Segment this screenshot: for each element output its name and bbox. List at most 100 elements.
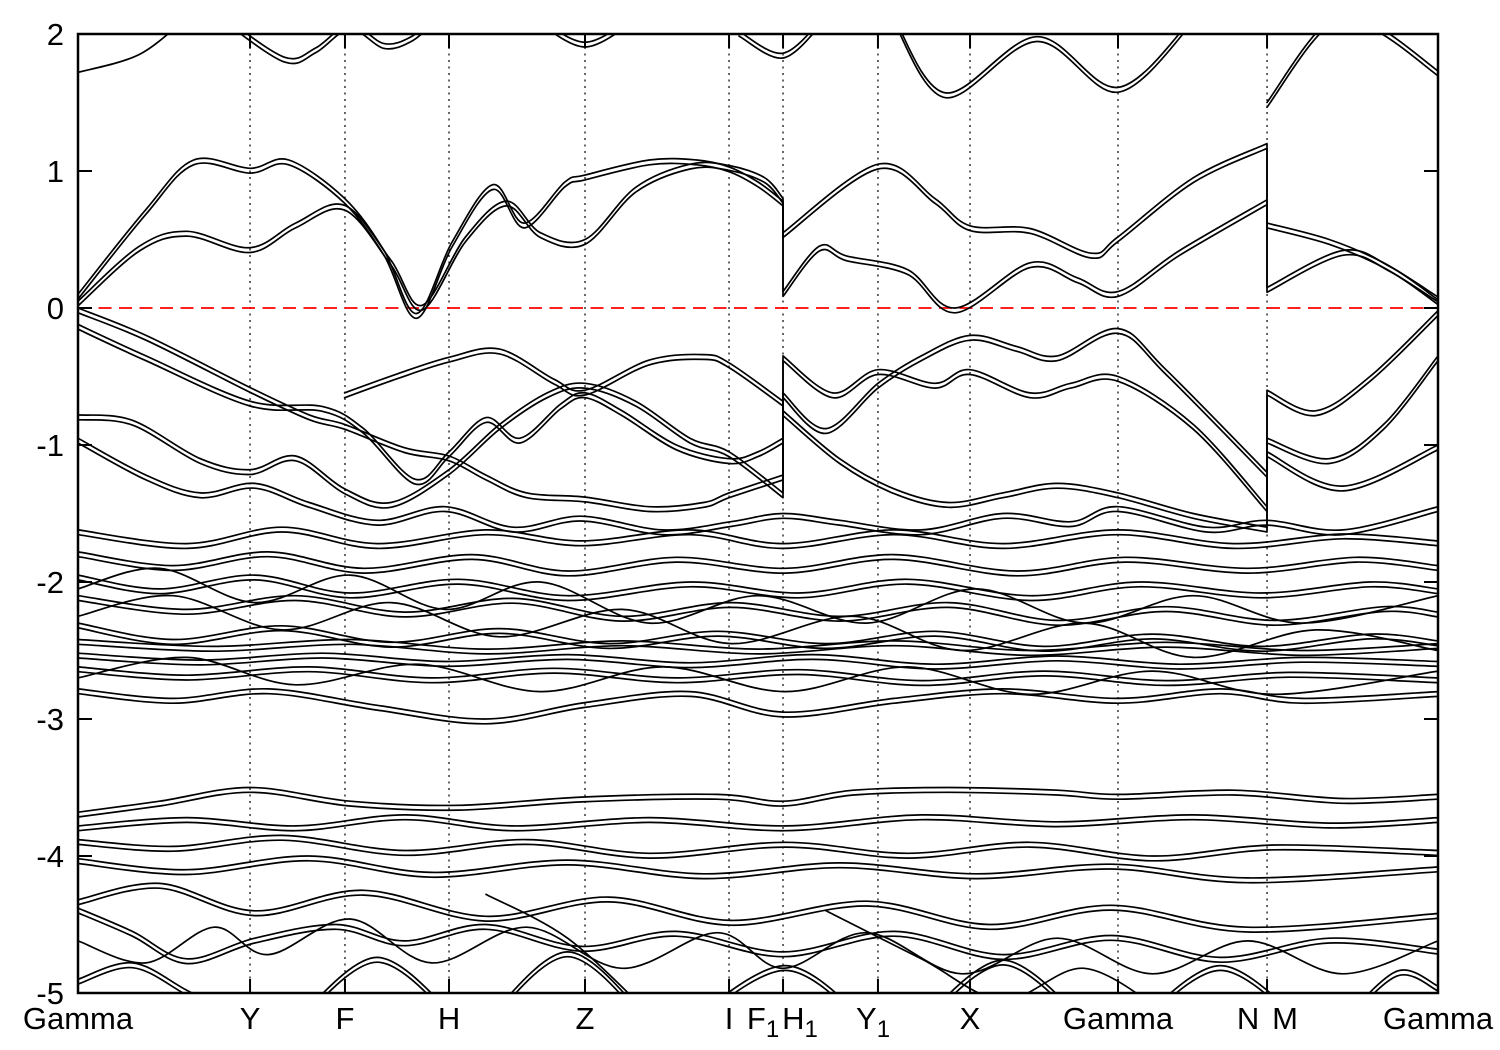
band-curve-pair — [514, 955, 621, 993]
band-curve-pair — [1266, 34, 1438, 109]
band-curve — [78, 594, 1438, 659]
band-curve-pair — [78, 839, 1438, 862]
band-curve — [78, 526, 1438, 545]
band-curve-pair — [326, 961, 428, 993]
band-curve-pair — [78, 328, 1438, 513]
band-curve-pair — [78, 387, 1438, 533]
band-curve — [741, 34, 810, 55]
band-curves — [78, 34, 1438, 993]
y-axis-tick-label: -2 — [36, 565, 64, 600]
band-curve-pair — [1373, 973, 1438, 993]
k-point-label: Gamma — [1383, 1001, 1494, 1036]
band-curve — [343, 347, 784, 403]
band-curve-pair — [78, 912, 1438, 965]
band-curve-pair — [78, 670, 1438, 687]
y-axis-tick-label: 0 — [47, 291, 64, 326]
band-curve-pair — [78, 311, 1438, 513]
band-curve-pair — [78, 555, 1438, 577]
band-curve — [78, 594, 1438, 622]
band-curve — [78, 574, 1438, 597]
band-curve — [78, 567, 1438, 624]
y-axis-tick-label: -3 — [36, 702, 64, 737]
band-curve — [78, 834, 1438, 857]
band-curve — [1266, 34, 1438, 104]
k-point-label: Gamma — [23, 1001, 134, 1036]
band-curve — [485, 893, 630, 993]
band-curve-pair — [1174, 969, 1266, 993]
band-curve — [78, 855, 1438, 879]
k-point-label: Y — [240, 1001, 261, 1036]
k-point-label: X — [960, 1001, 981, 1036]
band-curve — [78, 962, 194, 993]
band-curve — [78, 688, 1438, 720]
band-curve — [1169, 964, 1272, 993]
band-curve-pair — [239, 34, 423, 65]
k-point-label: F1 — [747, 1001, 779, 1043]
band-curve-pair — [78, 579, 1438, 602]
band-curve-pair — [78, 887, 1438, 933]
band-curve — [901, 34, 1181, 94]
band-curve-pair — [953, 964, 1052, 993]
band-curve-pair — [78, 627, 1438, 653]
band-curve — [78, 786, 1438, 814]
band-curve-pair — [78, 643, 1438, 657]
plot-frame — [76, 32, 1440, 995]
band-curve — [948, 959, 1057, 993]
k-point-label: Y1 — [856, 1001, 890, 1043]
band-curve — [78, 323, 1438, 508]
band-curve — [78, 882, 1438, 929]
k-point-label: M — [1272, 1001, 1298, 1036]
band-curve — [245, 34, 417, 60]
band-curve — [78, 307, 1438, 508]
band-curve — [78, 551, 1438, 572]
band-curve-pair — [738, 34, 814, 59]
k-point-label: Gamma — [1063, 1001, 1174, 1036]
k-point-label: F — [335, 1001, 354, 1036]
band-curve-pair — [733, 969, 832, 993]
band-curve-pair — [78, 791, 1438, 818]
k-point-label: H1 — [782, 1001, 818, 1043]
band-curve-pair — [78, 442, 1438, 536]
band-curve — [78, 907, 1438, 960]
k-point-label: H — [438, 1001, 460, 1036]
band-curve — [726, 964, 838, 993]
band-curve — [78, 437, 1438, 532]
plot-border — [76, 32, 1440, 995]
k-point-label: Z — [576, 1001, 595, 1036]
band-curve — [78, 638, 1438, 652]
band-curve-pair — [78, 162, 1438, 320]
y-axis-tick-label: -4 — [36, 839, 64, 874]
band-curve-pair — [78, 966, 185, 993]
band-curve-pair — [78, 818, 1438, 832]
band-curve — [78, 382, 1438, 529]
band-curve — [1368, 969, 1438, 993]
band-curve — [78, 918, 1438, 975]
band-curve-pair — [78, 692, 1438, 725]
band-curve — [78, 652, 1438, 666]
y-axis-tick-label: 2 — [47, 17, 64, 52]
band-curve — [78, 656, 1438, 696]
band-curve — [321, 956, 433, 993]
y-axis-tick-label: -1 — [36, 428, 64, 463]
y-axis-tick-label: 1 — [47, 154, 64, 189]
band-curve — [78, 814, 1438, 827]
band-curve — [78, 34, 170, 74]
k-point-label: N — [1237, 1001, 1259, 1036]
band-curve — [78, 666, 1438, 682]
band-curve-pair — [78, 147, 1438, 311]
band-curve — [78, 622, 1438, 648]
k-point-label: I — [725, 1001, 734, 1036]
band-curve-pair — [899, 34, 1185, 99]
y-axis-tick-label: -5 — [36, 976, 64, 1011]
band-curve-pair — [78, 657, 1438, 670]
band-curve-pair — [78, 531, 1438, 550]
band-curve-pair — [78, 599, 1438, 627]
band-curve-pair — [343, 352, 784, 407]
band-curve — [510, 951, 626, 993]
band-curve — [78, 142, 1438, 307]
band-curve-pair — [78, 859, 1438, 884]
band-curve — [825, 909, 1138, 993]
